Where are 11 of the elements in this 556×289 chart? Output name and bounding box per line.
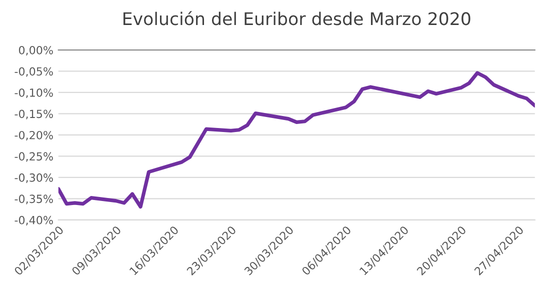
y-tick-label: -0,05%: [14, 67, 53, 77]
line-series: [58, 71, 535, 209]
y-tick-label: -0,25%: [14, 152, 53, 162]
y-tick-label: -0,20%: [14, 130, 53, 140]
y-tick-label: -0,15%: [14, 110, 53, 120]
chart-title: Evolución del Euribor desde Marzo 2020: [124, 11, 470, 26]
y-tick-label: -0,35%: [14, 194, 53, 204]
y-tick-label: 0,00%: [18, 46, 53, 56]
y-tick-label: -0,30%: [14, 173, 53, 183]
y-tick-label: -0,40%: [14, 216, 53, 226]
y-tick-label: -0,10%: [14, 88, 53, 98]
